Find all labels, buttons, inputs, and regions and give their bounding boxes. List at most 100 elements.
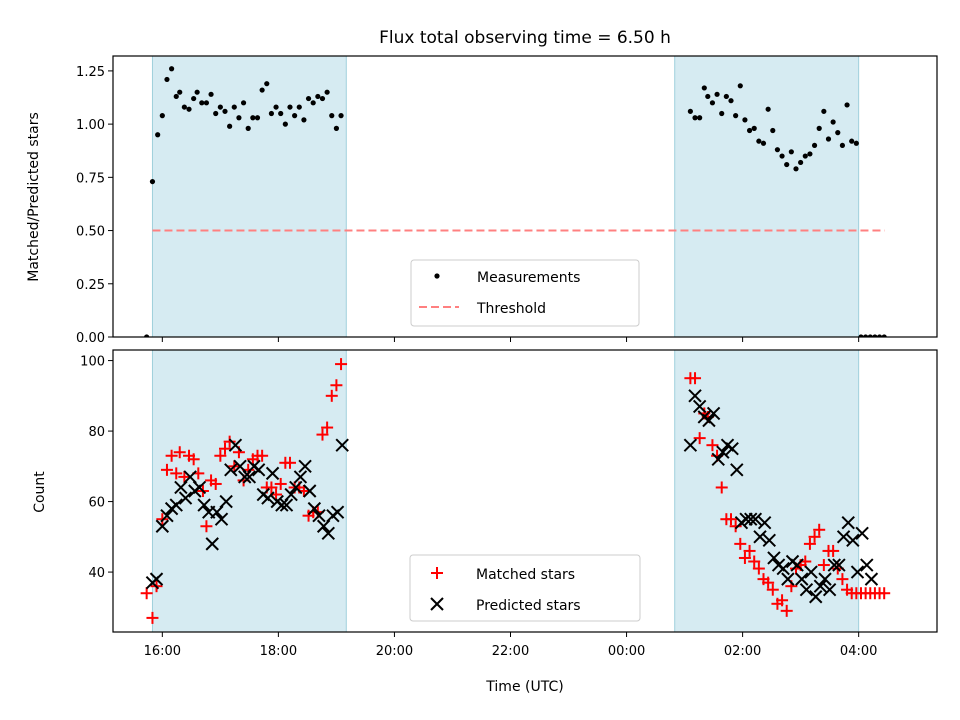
measurements-point bbox=[816, 125, 822, 131]
predicted-stars-point bbox=[279, 498, 294, 512]
cross-b bbox=[233, 459, 247, 474]
matched-stars-point bbox=[878, 587, 891, 600]
cross-b bbox=[183, 470, 197, 484]
measurements-point bbox=[240, 100, 247, 106]
y-tick-label: 80 bbox=[88, 425, 105, 440]
measurements-point bbox=[849, 138, 855, 144]
predicted-stars-point bbox=[813, 579, 828, 593]
measurements-point bbox=[863, 334, 869, 337]
count-legend-frame bbox=[409, 554, 641, 622]
measurements-point bbox=[199, 100, 205, 106]
predicted-stars-point bbox=[228, 438, 243, 452]
measurements-point bbox=[830, 119, 836, 125]
y-tick-label: 60 bbox=[88, 496, 105, 511]
predicted-stars-point bbox=[757, 516, 772, 530]
cross-b bbox=[753, 530, 767, 544]
cross-b bbox=[776, 561, 790, 576]
predicted-stars-point bbox=[242, 470, 257, 484]
matched-stars-point bbox=[827, 544, 840, 557]
measurements-point bbox=[273, 104, 279, 110]
measurements-point bbox=[324, 89, 330, 95]
cross-b bbox=[214, 512, 229, 526]
matched-stars-point bbox=[325, 389, 338, 402]
predicted-stars-point bbox=[725, 441, 739, 456]
matched-stars-point bbox=[808, 530, 821, 543]
axes-frame bbox=[112, 349, 938, 633]
measurements-point bbox=[245, 125, 251, 131]
predicted-stars-point bbox=[321, 526, 335, 541]
measurements-point bbox=[203, 100, 210, 106]
measurements-point bbox=[282, 121, 288, 127]
measurements-point bbox=[807, 151, 813, 157]
cross-b bbox=[790, 558, 804, 572]
predicted-stars-point bbox=[197, 498, 211, 512]
measurements-point bbox=[194, 89, 200, 95]
predicted-stars-point bbox=[781, 572, 795, 586]
measurements-point bbox=[217, 104, 223, 110]
x-tick-label: 22:00 bbox=[492, 644, 529, 659]
measurements-point bbox=[811, 142, 818, 149]
predicted-stars-point bbox=[827, 558, 841, 572]
y-tick-label: 40 bbox=[88, 566, 105, 581]
predicted-stars-point bbox=[149, 572, 164, 586]
legend-threshold-label: Threshold bbox=[476, 301, 546, 317]
matched-stars-point bbox=[729, 520, 742, 533]
cross-b bbox=[781, 572, 795, 586]
cross-b bbox=[827, 558, 841, 572]
measurements-point bbox=[310, 100, 316, 106]
predicted-stars-point bbox=[224, 463, 238, 477]
shaded-interval bbox=[674, 55, 860, 338]
matched-stars-point bbox=[178, 470, 191, 483]
cross-b bbox=[289, 480, 303, 495]
cross-b bbox=[864, 572, 879, 586]
predicted-stars-point bbox=[293, 470, 308, 484]
measurements-point bbox=[723, 93, 729, 100]
measurements-point bbox=[701, 85, 707, 91]
x-tick-label: 00:00 bbox=[608, 644, 645, 659]
predicted-stars-point bbox=[683, 438, 698, 452]
measurements-point bbox=[705, 93, 711, 100]
cross-b bbox=[716, 445, 730, 459]
cross-b bbox=[706, 406, 721, 421]
matched-stars-point bbox=[693, 432, 706, 445]
predicted-stars-point bbox=[251, 463, 266, 477]
count-axis-ylabel: Count bbox=[32, 471, 48, 513]
predicted-stars-point bbox=[860, 558, 874, 572]
measurements-point bbox=[250, 115, 256, 121]
measurements-point bbox=[853, 140, 859, 146]
measurements-point bbox=[742, 117, 748, 123]
predicted-stars-point bbox=[284, 487, 298, 502]
measurements-point bbox=[338, 113, 344, 119]
predicted-stars-point bbox=[711, 452, 725, 466]
cross-b bbox=[822, 582, 837, 597]
predicted-stars-point bbox=[335, 438, 349, 452]
matched-stars-point bbox=[748, 555, 761, 568]
measurements-point bbox=[737, 83, 743, 89]
predicted-stars-point bbox=[790, 558, 804, 572]
y-tick-label: 0.00 bbox=[76, 331, 105, 346]
matched-stars-point bbox=[200, 520, 213, 533]
predicted-stars-point bbox=[307, 501, 322, 516]
measurements-point bbox=[227, 123, 233, 129]
legend-measurements-label: Measurements bbox=[477, 270, 580, 286]
legend-predicted-marker bbox=[430, 597, 444, 611]
y-tick-label: 0.25 bbox=[76, 278, 105, 293]
cross-b bbox=[813, 579, 828, 593]
predicted-stars-point bbox=[303, 484, 317, 498]
measurements-point bbox=[733, 113, 739, 119]
measurements-point bbox=[144, 334, 150, 337]
cross-b bbox=[683, 438, 698, 452]
cross-b bbox=[242, 470, 257, 484]
y-tick-label: 0.50 bbox=[76, 225, 105, 240]
cross-b bbox=[335, 438, 349, 452]
measurements-point bbox=[208, 91, 214, 97]
time-axis-xlabel: Time (UTC) bbox=[485, 679, 563, 695]
cross-b bbox=[799, 582, 814, 597]
measurements-point bbox=[867, 334, 873, 337]
predicted-stars-point bbox=[776, 561, 790, 576]
predicted-stars-point bbox=[706, 406, 721, 421]
measurements-point bbox=[164, 76, 170, 83]
shaded-interval bbox=[674, 349, 860, 633]
measurements-point bbox=[259, 87, 265, 93]
predicted-stars-point bbox=[298, 459, 312, 474]
